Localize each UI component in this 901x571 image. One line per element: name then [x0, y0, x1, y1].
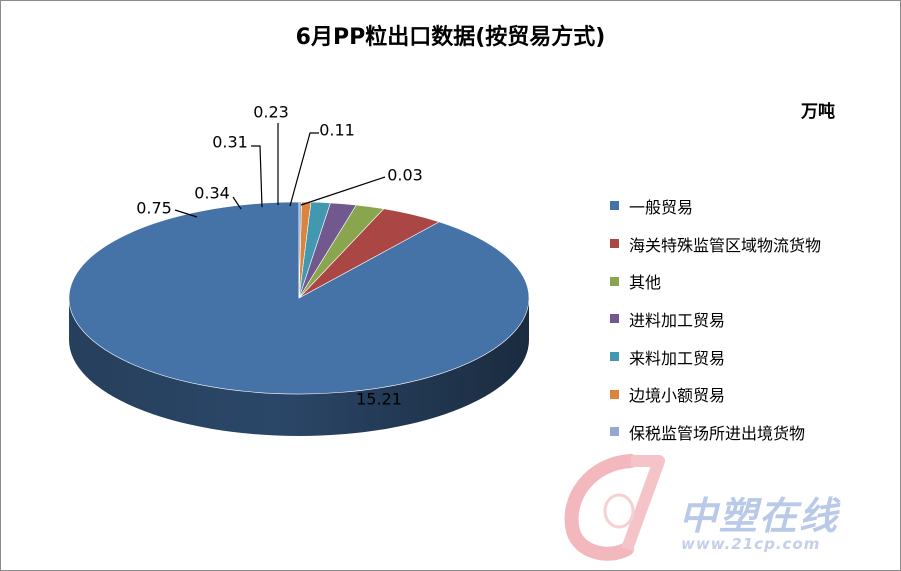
legend-item-4: 来料加工贸易: [610, 338, 821, 376]
leader-line-5: [289, 132, 319, 207]
legend-swatch-0: [610, 201, 619, 211]
legend-item-2: 其他: [610, 262, 821, 300]
data-label-6: 0.03: [387, 166, 423, 185]
legend-item-0: 一般贸易: [610, 187, 821, 225]
legend-item-6: 保税监管场所进出境货物: [610, 413, 821, 451]
21cp-logo-icon: [564, 454, 665, 561]
watermark: 中塑在线 www.21cp.com: [561, 453, 891, 563]
legend-swatch-3: [610, 314, 619, 324]
legend-label-5: 边境小额贸易: [629, 386, 726, 406]
legend-swatch-5: [610, 389, 619, 399]
legend-item-1: 海关特殊监管区域物流货物: [610, 225, 821, 263]
legend-swatch-2: [610, 276, 619, 286]
data-label-3: 0.31: [212, 133, 248, 152]
pie-slice-6: [298, 201, 302, 299]
data-label-1: 0.75: [136, 199, 172, 218]
legend-swatch-1: [610, 239, 619, 249]
legend-item-3: 进料加工贸易: [610, 300, 821, 338]
leader-line-1: [174, 209, 198, 218]
legend-swatch-6: [610, 427, 619, 437]
legend-item-5: 边境小额贸易: [610, 375, 821, 413]
watermark-url: www.21cp.com: [681, 535, 821, 553]
legend-label-2: 其他: [629, 273, 662, 293]
legend-label-3: 进料加工贸易: [629, 310, 726, 330]
legend-label-1: 海关特殊监管区域物流货物: [629, 235, 822, 255]
data-label-4: 0.23: [253, 103, 289, 122]
leader-line-3: [251, 145, 263, 208]
unit-label: 万吨: [801, 102, 835, 122]
chart-title: 6月PP粒出口数据(按贸易方式): [295, 25, 606, 50]
legend-label-0: 一般贸易: [629, 197, 694, 217]
watermark-brand: 中塑在线: [679, 494, 840, 538]
chart-legend: 一般贸易海关特殊监管区域物流货物 其他进料加工贸易 来料加工贸易 边境小额贸易保税监管…: [610, 187, 821, 451]
data-label-0: 15.21: [356, 390, 402, 409]
leader-line-6: [300, 176, 386, 206]
legend-label-4: 来料加工贸易: [629, 348, 726, 368]
legend-swatch-4: [610, 352, 619, 362]
pie-side-wall: [69, 298, 529, 436]
data-label-2: 0.34: [194, 184, 230, 203]
leader-line-2: [232, 196, 242, 210]
legend-label-6: 保税监管场所进出境货物: [629, 423, 806, 443]
data-label-5: 0.11: [319, 121, 355, 140]
